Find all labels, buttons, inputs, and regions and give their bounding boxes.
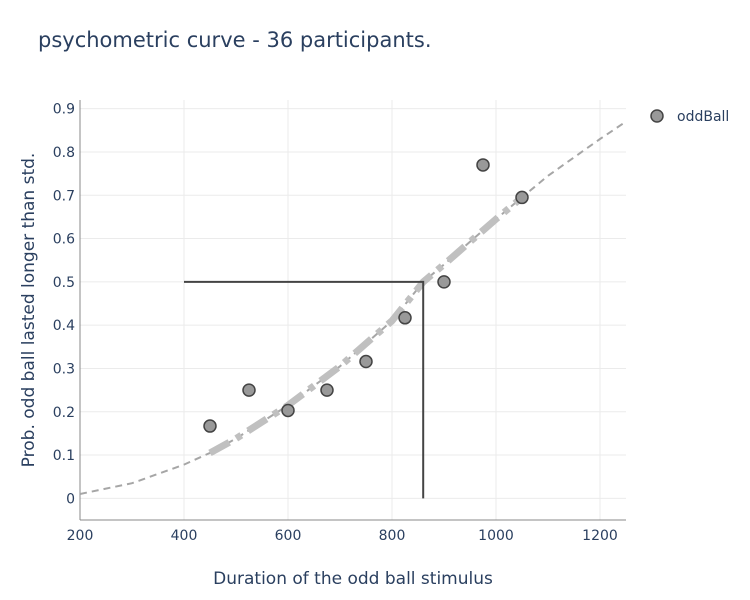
data-point — [398, 311, 412, 325]
x-tick-label: 600 — [275, 528, 302, 544]
curve-lines — [80, 120, 627, 499]
data-point — [281, 403, 295, 418]
x-tick-label: 200 — [67, 528, 94, 544]
data-point — [242, 383, 256, 397]
legend-label: oddBall — [677, 109, 729, 125]
data-point — [359, 354, 373, 369]
axes — [79, 100, 626, 521]
grid — [79, 100, 626, 520]
data-point — [515, 190, 529, 205]
y-tick-label: 0.2 — [53, 405, 75, 421]
y-axis-title: Prob. odd ball lasted longer than std. — [19, 153, 39, 468]
y-tick-label: 0.7 — [53, 188, 75, 204]
threshold-lines — [184, 280, 425, 499]
y-tick-label: 0.9 — [53, 102, 75, 118]
data-point — [437, 275, 451, 289]
data-point — [476, 158, 490, 172]
psychometric-fit-curve — [80, 120, 627, 495]
data-point — [203, 419, 217, 433]
y-tick-label: 0.3 — [53, 361, 75, 377]
y-tick-label: 0.4 — [53, 318, 75, 334]
y-tick-label: 0 — [66, 491, 75, 507]
legend-marker — [650, 109, 664, 123]
fit-curve-data-range — [208, 194, 525, 456]
data-point — [320, 383, 334, 397]
y-tick-label: 0.8 — [53, 145, 75, 161]
x-tick-label: 1200 — [582, 528, 618, 544]
tick-labels: 200 400 600 800 1000 1200 0 0.1 0.2 0.3 0.4 0.5 0.6 0… — [53, 102, 618, 544]
data-points — [203, 158, 529, 433]
x-axis-title: Duration of the odd ball stimulus — [213, 569, 493, 589]
legend[interactable]: oddBall — [650, 109, 729, 125]
x-tick-label: 800 — [379, 528, 406, 544]
x-tick-label: 400 — [171, 528, 198, 544]
x-tick-label: 1000 — [478, 528, 514, 544]
y-tick-label: 0.6 — [53, 232, 75, 248]
chart-title: psychometric curve - 36 participants. — [38, 28, 432, 52]
y-tick-label: 0.1 — [53, 448, 75, 464]
y-tick-label: 0.5 — [53, 275, 75, 291]
